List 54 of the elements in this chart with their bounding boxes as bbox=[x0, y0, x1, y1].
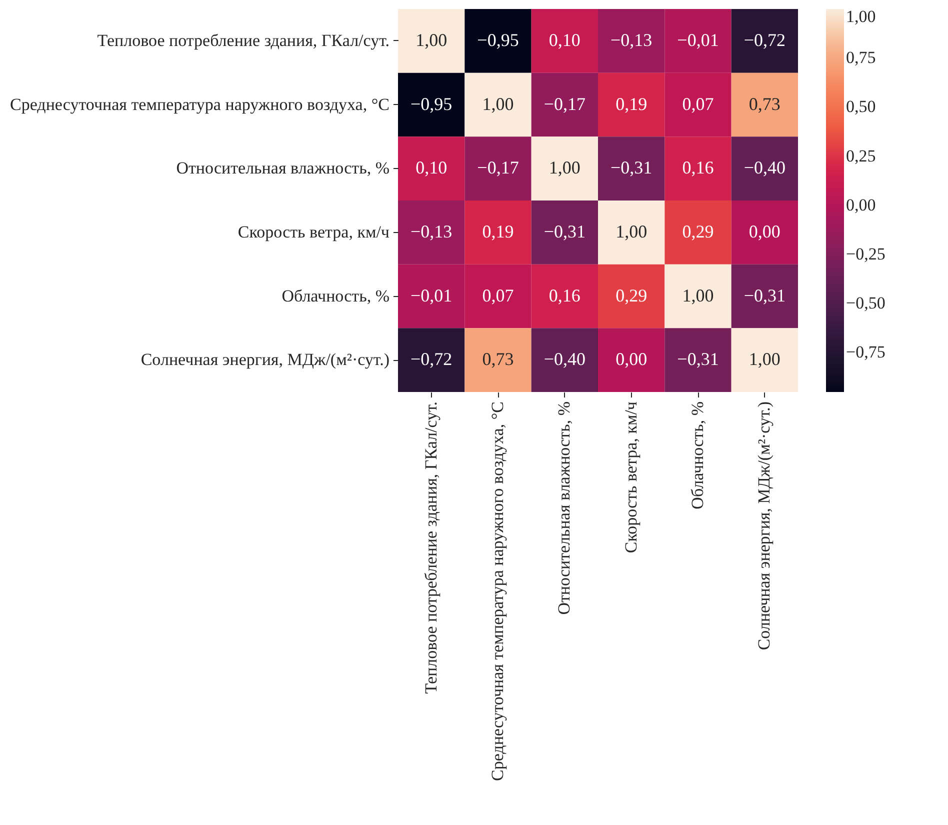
data-label: 1,00 bbox=[682, 285, 714, 306]
x-tick-label: Скорость ветра, км/ч bbox=[621, 401, 640, 554]
data-label: −0,31 bbox=[544, 221, 586, 242]
y-tick-label: Облачность, % bbox=[282, 286, 390, 306]
data-label: 0,07 bbox=[682, 94, 714, 114]
data-label: −0,31 bbox=[610, 158, 652, 178]
data-label: −0,31 bbox=[677, 349, 719, 370]
data-label: 1,00 bbox=[416, 30, 448, 50]
data-label: −0,01 bbox=[410, 285, 452, 306]
data-label: 0,19 bbox=[482, 221, 514, 242]
data-label: 1,00 bbox=[548, 158, 580, 178]
data-label: 0,29 bbox=[682, 221, 714, 242]
data-label: 0,16 bbox=[682, 158, 714, 178]
data-label: 0,10 bbox=[416, 158, 448, 178]
data-label: −0,01 bbox=[677, 30, 719, 50]
data-label: 0,73 bbox=[482, 349, 514, 370]
y-tick-label: Тепловое потребление здания, ГКал/сут. bbox=[97, 30, 390, 50]
color-bar-label: 0,00 bbox=[846, 195, 876, 214]
data-label: −0,13 bbox=[610, 30, 652, 50]
data-label: −0,72 bbox=[410, 349, 452, 370]
data-label: 0,19 bbox=[616, 94, 648, 114]
data-label: −0,13 bbox=[410, 221, 452, 242]
color-bar-label: −0,50 bbox=[846, 294, 886, 313]
x-tick-label: Облачность, % bbox=[688, 402, 707, 510]
y-tick-label: Скорость ветра, км/ч bbox=[238, 222, 390, 242]
data-label: 0,29 bbox=[616, 285, 648, 306]
data-label: −0,72 bbox=[744, 30, 786, 50]
data-label: 0,00 bbox=[748, 221, 780, 242]
color-bar-label: 1,00 bbox=[846, 7, 876, 26]
y-tick-label: Относительная влажность, % bbox=[176, 158, 390, 178]
y-tick-label: Среднесуточная температура наружного воздуха, °С bbox=[10, 94, 390, 114]
data-label: −0,17 bbox=[477, 158, 519, 178]
data-label: −0,40 bbox=[544, 349, 586, 370]
data-label: 0,16 bbox=[548, 285, 580, 306]
data-label: −0,31 bbox=[744, 285, 786, 306]
x-tick-label: Относительная влажность, % bbox=[554, 402, 574, 615]
color-bar-label: 0,75 bbox=[846, 48, 876, 68]
data-label: −0,95 bbox=[477, 30, 519, 50]
data-label: 1,00 bbox=[482, 94, 514, 114]
color-bar-label: 0,50 bbox=[846, 97, 876, 116]
data-label: 0,10 bbox=[548, 30, 580, 50]
color-bar-label: −0,75 bbox=[846, 342, 886, 362]
color-bar-label: −0,25 bbox=[846, 244, 886, 264]
data-label: 0,07 bbox=[482, 285, 514, 306]
data-label: 1,00 bbox=[616, 221, 648, 242]
data-label: −0,95 bbox=[410, 94, 452, 114]
x-tick-label: Солнечная энергия, МДж/(м²·сут.) bbox=[754, 402, 774, 650]
data-label: −0,40 bbox=[744, 158, 786, 178]
data-label: 0,73 bbox=[748, 94, 780, 114]
color-bar-label: 0,25 bbox=[846, 146, 876, 166]
data-label: 1,00 bbox=[748, 349, 780, 370]
y-tick-label: Солнечная энергия, МДж/(м²·сут.) bbox=[140, 350, 390, 370]
data-label: −0,17 bbox=[544, 94, 586, 114]
data-label: 0,00 bbox=[616, 349, 648, 370]
